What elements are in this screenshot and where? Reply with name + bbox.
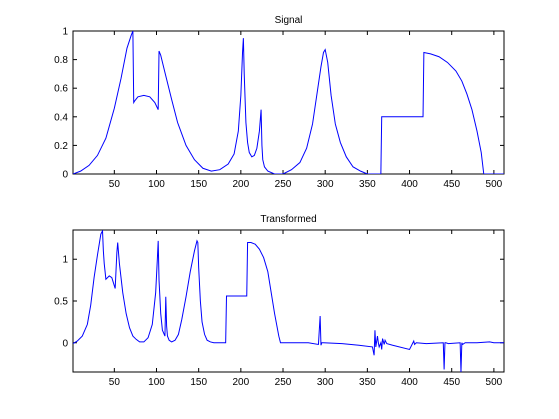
signal-x-tick-label: 400: [401, 179, 418, 190]
transformed-x-tick-label: 500: [486, 377, 503, 388]
transformed-x-tick-label: 450: [443, 377, 460, 388]
signal-x-tick-label: 150: [190, 179, 207, 190]
transformed-axes: Transformed 50 100 150 200 250 300 350 400 450 50…: [54, 214, 505, 388]
signal-x-tick-label: 200: [233, 179, 250, 190]
transformed-x-tick-label: 50: [109, 377, 121, 388]
transformed-series-line: [73, 230, 504, 372]
transformed-x-tick-label: 400: [401, 377, 418, 388]
transformed-title: Transformed: [260, 214, 316, 225]
signal-x-tick-label: 50: [109, 179, 121, 190]
signal-y-tick-label: 1: [62, 27, 68, 38]
signal-x-tick-label: 100: [148, 179, 165, 190]
transformed-x-tick-label: 250: [275, 377, 292, 388]
transformed-x-tick-label: 100: [148, 377, 165, 388]
transformed-x-tick-label: 300: [317, 377, 334, 388]
signal-y-tick-label: 0.8: [54, 55, 68, 66]
signal-x-tick-label: 500: [486, 179, 503, 190]
signal-x-tick-label: 250: [275, 179, 292, 190]
signal-y-tick-label: 0.6: [54, 84, 68, 95]
signal-y-tick-label: 0: [62, 170, 68, 181]
signal-axes-box: [72, 30, 505, 175]
signal-series-line: [73, 31, 504, 174]
transformed-y-tick-label: 0.5: [54, 297, 68, 308]
signal-y-tick-label: 0.2: [54, 141, 68, 152]
signal-axes: Signal 50 100 150 200 250 300 350 400 450 500 0 0.2…: [54, 15, 505, 190]
transformed-x-tick-label: 350: [359, 377, 376, 388]
signal-x-tick-label: 450: [443, 179, 460, 190]
signal-x-tick-label: 350: [359, 179, 376, 190]
signal-title: Signal: [275, 15, 303, 26]
transformed-x-tick-label: 150: [190, 377, 207, 388]
transformed-y-tick-label: 1: [62, 255, 68, 266]
signal-y-tick-label: 0.4: [54, 112, 68, 123]
signal-x-tick-label: 300: [317, 179, 334, 190]
transformed-y-tick-label: 0: [62, 338, 68, 349]
transformed-x-tick-label: 200: [233, 377, 250, 388]
